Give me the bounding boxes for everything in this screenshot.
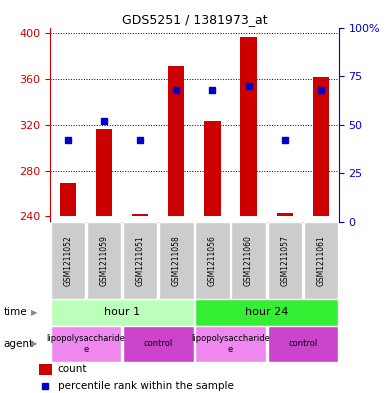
Bar (276, 213, 293, 216)
Bar (195, 299, 338, 326)
Text: hour 24: hour 24 (245, 307, 288, 318)
Text: GSM1211052: GSM1211052 (64, 235, 73, 286)
Bar (241, 37, 257, 216)
Text: GSM1211056: GSM1211056 (208, 235, 217, 286)
Bar (87, 222, 121, 299)
Bar (38, 364, 52, 375)
Bar (304, 222, 338, 299)
Text: GSM1211060: GSM1211060 (244, 235, 253, 286)
Text: GSM1211051: GSM1211051 (136, 235, 145, 286)
Text: hour 1: hour 1 (104, 307, 140, 318)
Bar (231, 222, 266, 299)
Bar (168, 66, 184, 216)
Text: count: count (58, 364, 87, 375)
Bar (132, 214, 148, 216)
Bar (313, 77, 329, 216)
Bar (51, 299, 194, 326)
Bar (51, 222, 85, 299)
Bar (195, 326, 266, 362)
Bar (268, 222, 302, 299)
Bar (51, 326, 121, 362)
Bar (96, 129, 112, 216)
Bar (123, 222, 157, 299)
Bar (268, 326, 338, 362)
Bar (195, 222, 229, 299)
Bar (123, 326, 194, 362)
Text: GSM1211061: GSM1211061 (316, 235, 325, 286)
Text: GSM1211059: GSM1211059 (100, 235, 109, 286)
Text: GSM1211058: GSM1211058 (172, 235, 181, 286)
Text: ▶: ▶ (32, 340, 38, 348)
Bar (159, 222, 194, 299)
Text: GSM1211057: GSM1211057 (280, 235, 289, 286)
Text: lipopolysaccharide
e: lipopolysaccharide e (47, 334, 126, 354)
Bar (204, 121, 221, 216)
Title: GDS5251 / 1381973_at: GDS5251 / 1381973_at (122, 13, 267, 26)
Text: agent: agent (4, 339, 34, 349)
Bar (60, 183, 76, 216)
Text: lipopolysaccharide
e: lipopolysaccharide e (191, 334, 270, 354)
Text: percentile rank within the sample: percentile rank within the sample (58, 381, 234, 391)
Text: ▶: ▶ (32, 308, 38, 317)
Text: time: time (4, 307, 27, 318)
Text: control: control (144, 340, 173, 348)
Text: control: control (288, 340, 317, 348)
